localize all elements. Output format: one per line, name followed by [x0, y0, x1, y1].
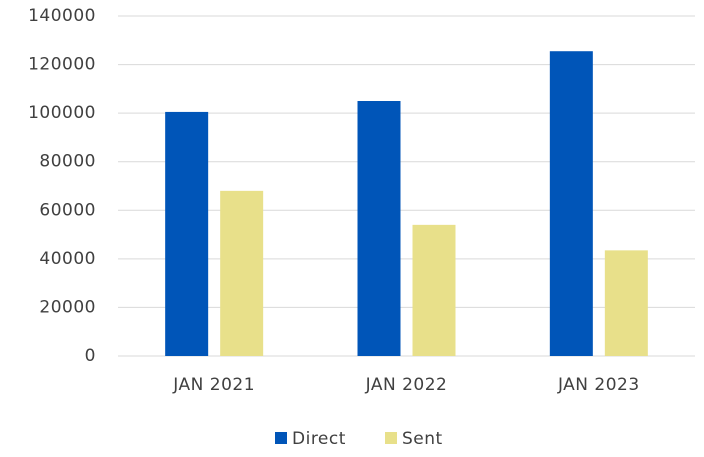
x-tick-label: JAN 2023 [557, 375, 640, 395]
y-tick-label: 100000 [28, 103, 96, 123]
y-tick-label: 60000 [39, 200, 96, 220]
x-tick-label: JAN 2022 [365, 375, 448, 395]
y-tick-label: 40000 [39, 249, 96, 269]
legend-label: Direct [292, 429, 346, 449]
y-tick-label: 120000 [28, 55, 96, 75]
bar [604, 250, 648, 356]
x-tick-label: JAN 2021 [172, 375, 255, 395]
y-tick-label: 140000 [28, 6, 96, 26]
bar [549, 51, 593, 356]
bar [220, 190, 264, 356]
y-tick-label: 80000 [39, 152, 96, 172]
legend-swatch [385, 432, 397, 444]
y-tick-label: 0 [85, 346, 96, 366]
legend-swatch [275, 432, 287, 444]
bar [412, 224, 456, 356]
y-tick-label: 20000 [39, 297, 96, 317]
bar [357, 101, 401, 356]
bar [165, 111, 209, 356]
legend-label: Sent [402, 429, 443, 449]
